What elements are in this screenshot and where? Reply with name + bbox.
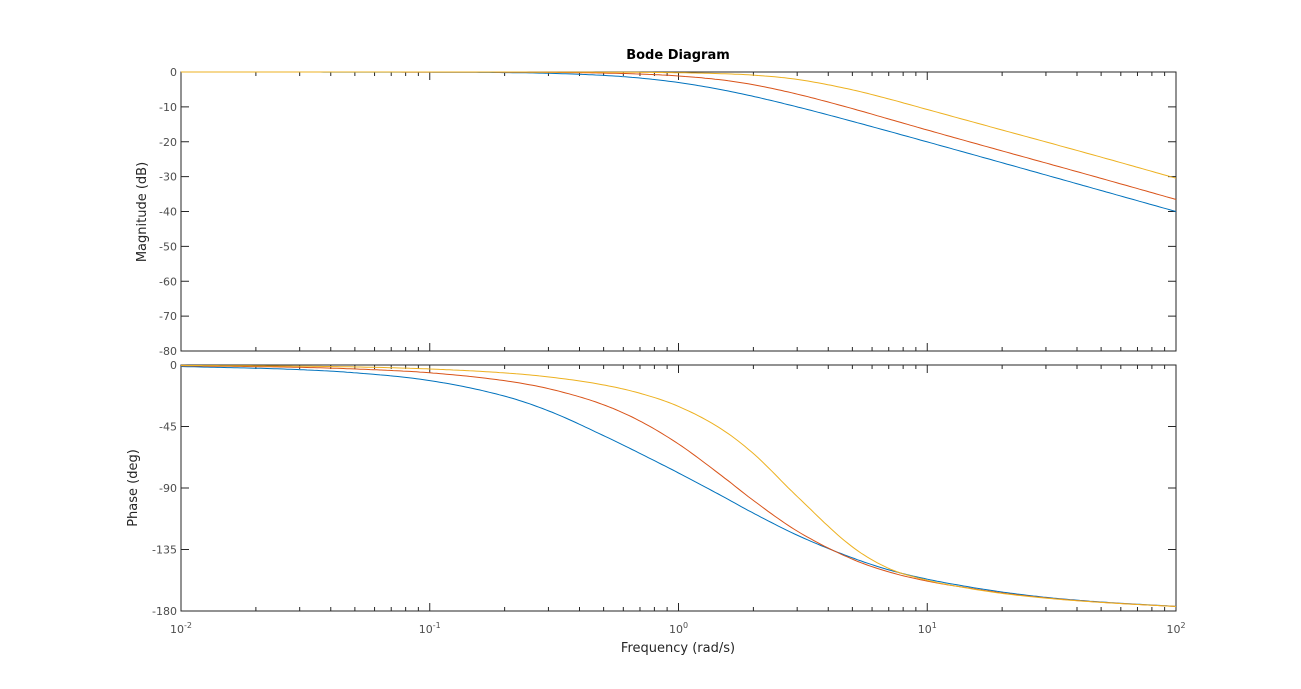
phase-ytick-label: -45 — [159, 421, 177, 434]
phase-axes-box — [180, 364, 1177, 612]
phase-panel: 0 -45 -90 -135 -180 Phase (deg) — [126, 359, 1177, 618]
chart-title: Bode Diagram — [626, 48, 730, 63]
phase-ytick-label: -135 — [152, 544, 177, 557]
x-tick-label: 10-2 — [170, 621, 192, 636]
magnitude-ytick-label: -40 — [159, 206, 177, 219]
phase-ytick-label: -90 — [159, 482, 177, 495]
magnitude-ytick-label: 0 — [170, 66, 177, 79]
x-tick-label: 102 — [1166, 621, 1185, 636]
x-tick-label: 100 — [669, 621, 688, 636]
magnitude-ytick-label: -60 — [159, 275, 177, 288]
phase-ytick-label: -180 — [152, 605, 177, 618]
phase-ylabel: Phase (deg) — [126, 449, 141, 527]
magnitude-ytick-label: -30 — [159, 171, 177, 184]
phase-series-line — [181, 364, 1177, 607]
phase-ticks: 0 -45 -90 -135 -180 — [152, 359, 1177, 618]
magnitude-ytick-label: -70 — [159, 310, 177, 323]
magnitude-ytick-label: -50 — [159, 240, 177, 253]
phase-ytick-label: 0 — [170, 359, 177, 372]
magnitude-lines — [181, 71, 1177, 212]
phase-series-line — [180, 366, 1177, 607]
magnitude-series-line — [181, 71, 1177, 179]
magnitude-ytick-label: -10 — [159, 101, 177, 114]
magnitude-ytick-label: -20 — [159, 136, 177, 149]
magnitude-axes-box — [180, 71, 1177, 352]
x-tick-labels: 10-2 10-1 100 101 102 — [170, 621, 1186, 636]
x-tick-label: 101 — [918, 621, 937, 636]
magnitude-panel: 0 -10 -20 -30 -40 -50 -60 -70 -80 Magnitude (dB) — [135, 66, 1177, 358]
magnitude-ytick-label: -80 — [159, 345, 177, 358]
phase-lines — [180, 364, 1177, 607]
x-tick-label: 10-1 — [419, 621, 441, 636]
x-axis-label: Frequency (rad/s) — [621, 641, 735, 656]
magnitude-ylabel: Magnitude (dB) — [135, 162, 150, 262]
